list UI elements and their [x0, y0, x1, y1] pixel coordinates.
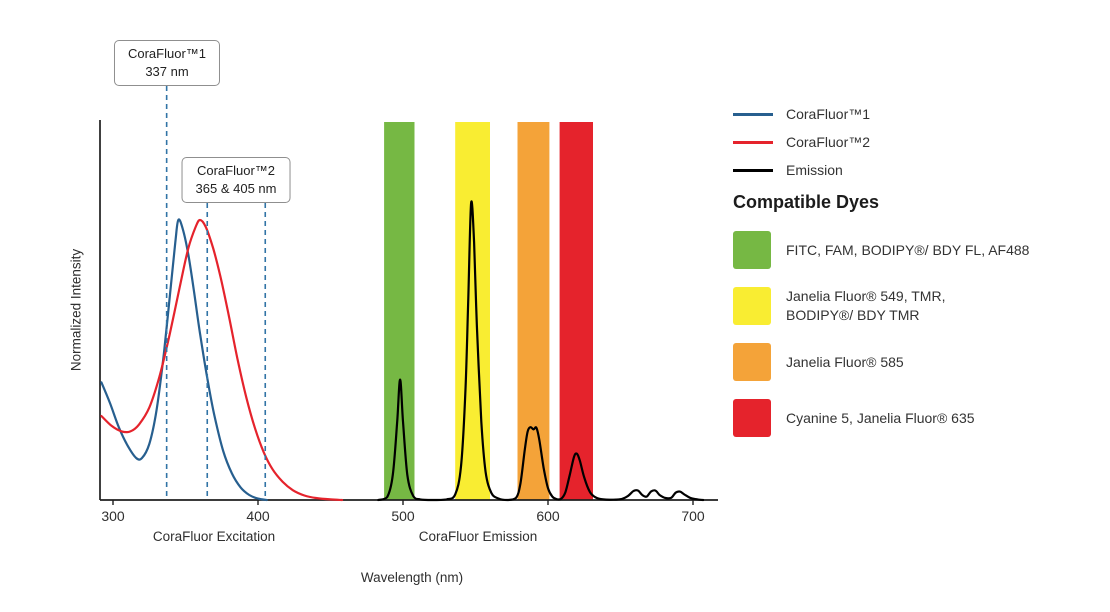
dye-label-line: BODIPY®/ BDY TMR: [786, 307, 920, 323]
x-tick-label-700: 700: [681, 508, 705, 524]
emission-line-swatch: [733, 168, 773, 172]
band-red: [559, 122, 593, 500]
x-tick-label-500: 500: [391, 508, 415, 524]
x-axis-label: Wavelength (nm): [360, 570, 464, 585]
y-axis-label: Normalized Intensity: [68, 248, 84, 372]
dye-label-green: FITC, FAM, BODIPY®/ BDY FL, AF488: [786, 241, 1029, 260]
callout-value: 337 nm: [145, 64, 189, 80]
green-dye-swatch: [733, 231, 771, 269]
callout-title: CoraFluor™1: [127, 46, 207, 61]
legend-label-corafluor1: CoraFluor™1: [786, 106, 871, 122]
band-green: [384, 122, 415, 500]
legend-item-corafluor1: CoraFluor™1: [733, 106, 1105, 122]
yellow-dye-swatch: [733, 287, 771, 325]
callout-value: 365 & 405 nm: [195, 181, 277, 197]
dye-item-green: FITC, FAM, BODIPY®/ BDY FL, AF488: [733, 231, 1105, 269]
dye-label-orange: Janelia Fluor® 585: [786, 353, 904, 372]
corafluor2-excitation-curve: [100, 218, 344, 502]
legend-label-corafluor2: CoraFluor™2: [786, 134, 871, 150]
compatible-dyes-heading: Compatible Dyes: [733, 192, 880, 212]
band-yellow: [455, 122, 490, 500]
x-section-excitation-label: CoraFluor Excitation: [152, 529, 276, 544]
dye-label-line: Janelia Fluor® 549, TMR,: [786, 288, 946, 305]
legend-label-emission: Emission: [786, 162, 843, 178]
x-tick-label-300: 300: [101, 508, 125, 524]
dye-label-red: Cyanine 5, Janelia Fluor® 635: [786, 409, 975, 428]
callout-title: CoraFluor™2: [196, 163, 276, 178]
corafluor2-line-swatch: [733, 140, 773, 144]
dye-item-yellow: Janelia Fluor® 549, TMR, BODIPY®/ BDY TM…: [733, 287, 1105, 325]
dye-label-line: FITC, FAM, BODIPY®/ BDY FL, AF488: [786, 241, 1030, 258]
x-section-emission-label: CoraFluor Emission: [418, 529, 538, 544]
dye-item-orange: Janelia Fluor® 585: [733, 343, 1105, 381]
corafluor1-line-swatch: [733, 112, 773, 116]
orange-dye-swatch: [733, 343, 771, 381]
dye-label-line: Cyanine 5, Janelia Fluor® 635: [786, 409, 975, 426]
red-dye-swatch: [733, 399, 771, 437]
dye-label-yellow: Janelia Fluor® 549, TMR, BODIPY®/ BDY TM…: [786, 287, 945, 325]
legend: CoraFluor™1 CoraFluor™2 Emission Compati…: [733, 106, 1105, 455]
dye-label-line: Janelia Fluor® 585: [786, 353, 904, 370]
legend-item-corafluor2: CoraFluor™2: [733, 134, 1105, 150]
band-orange: [517, 122, 550, 500]
x-tick-label-400: 400: [246, 508, 270, 524]
callout-corafluor2-365-405nm: CoraFluor™2 365 & 405 nm: [181, 157, 291, 204]
callout-corafluor1-337nm: CoraFluor™1 337 nm: [113, 40, 221, 87]
corafluor1-excitation-curve: [100, 218, 268, 502]
emission-curve: [377, 200, 705, 502]
dye-item-red: Cyanine 5, Janelia Fluor® 635: [733, 399, 1105, 437]
x-tick-label-600: 600: [536, 508, 560, 524]
legend-item-emission: Emission: [733, 162, 1105, 178]
